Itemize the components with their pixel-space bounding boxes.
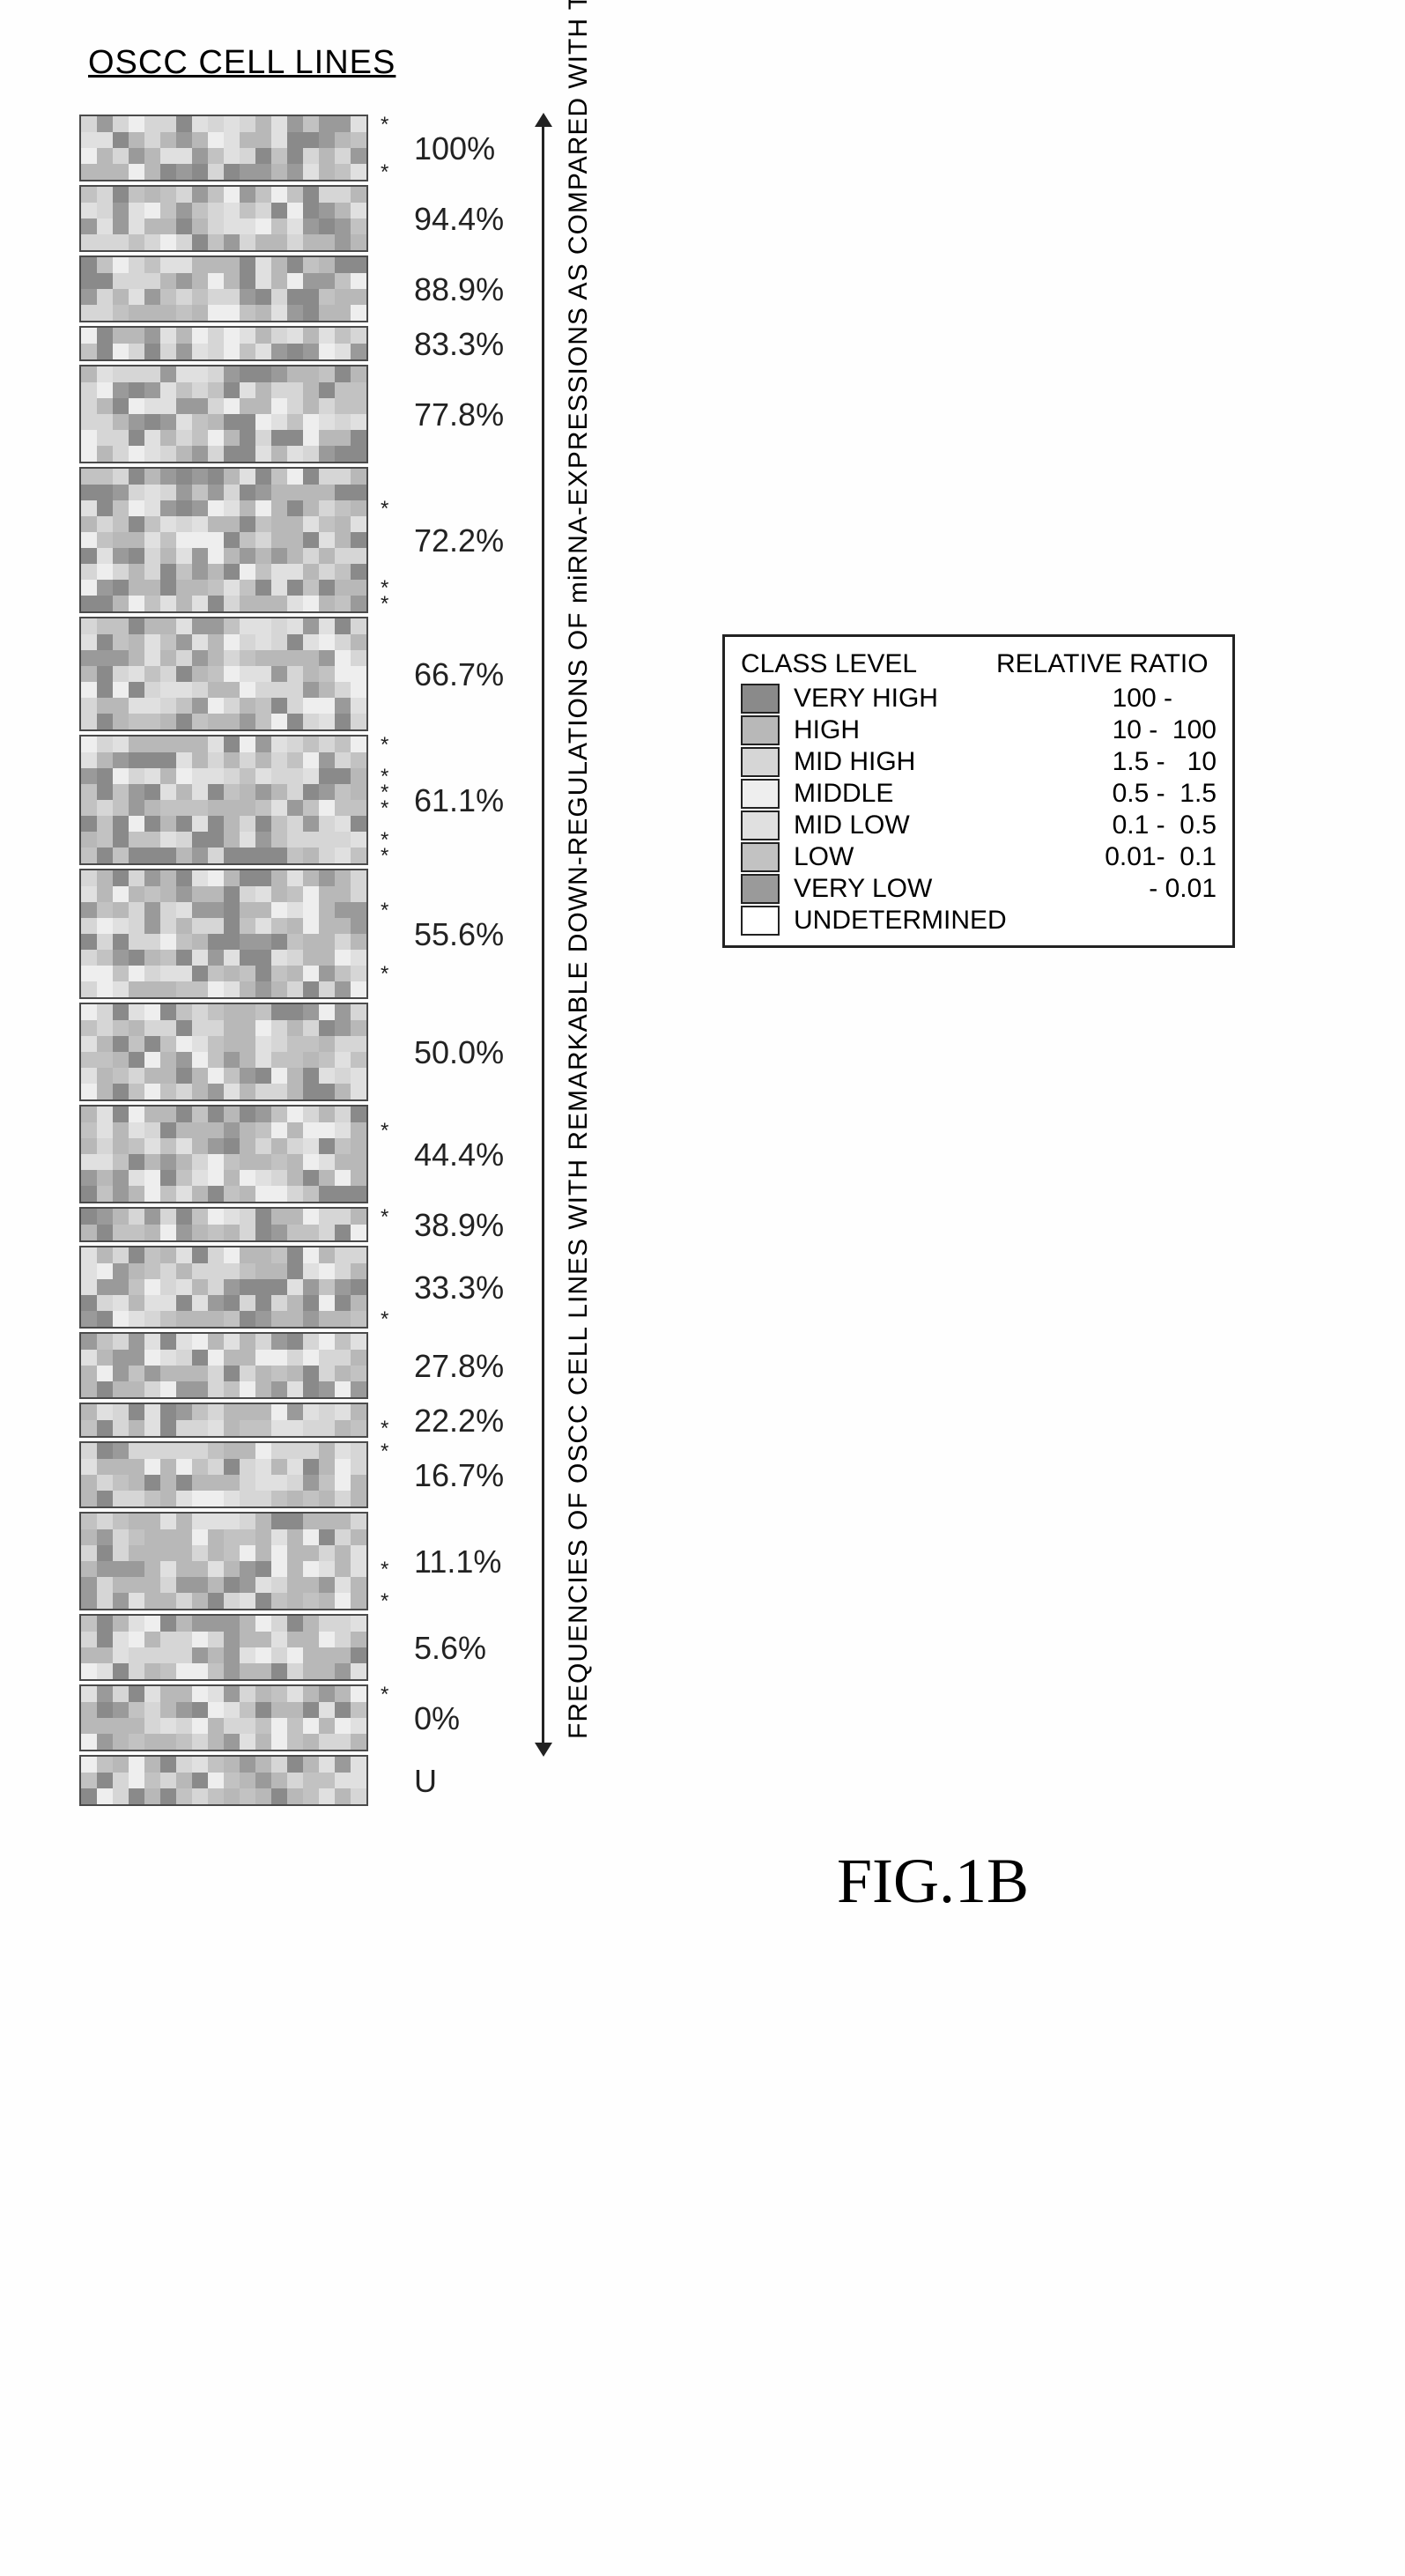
- asterisk-icon: *: [381, 1686, 388, 1704]
- legend-swatch: [741, 906, 780, 936]
- heatmap-block: [79, 869, 368, 999]
- percent-label: 33.3%: [414, 1269, 504, 1307]
- page-title: OSCC CELL LINES: [88, 44, 396, 82]
- heatmap-block: [79, 1207, 368, 1242]
- heatmap-block: [79, 1246, 368, 1329]
- asterisk-icon: *: [381, 1443, 388, 1461]
- asterisk-icon: *: [381, 1311, 388, 1329]
- legend-level-label: MID HIGH: [794, 747, 987, 777]
- percent-label: 100%: [414, 130, 495, 167]
- heatmap-block: [79, 735, 368, 865]
- percent-label: 61.1%: [414, 782, 504, 819]
- legend-header-ratio: RELATIVE RATIO: [996, 649, 1209, 679]
- percent-label: U: [414, 1763, 437, 1800]
- heatmap-block: [79, 617, 368, 731]
- legend-range-label: 0.1 - 0.5: [987, 811, 1216, 840]
- legend-level-label: UNDETERMINED: [794, 906, 987, 936]
- axis-line: [542, 123, 544, 1748]
- heatmap-block: [79, 365, 368, 463]
- heatmap-block: [79, 255, 368, 322]
- percent-label: 44.4%: [414, 1136, 504, 1173]
- legend-range-label: 0.01- 0.1: [987, 842, 1216, 872]
- asterisk-icon: *: [381, 966, 388, 983]
- legend-range-label: - 0.01: [987, 874, 1216, 904]
- heatmap-block: [79, 1441, 368, 1508]
- heatmap-block: [79, 185, 368, 252]
- legend-header: CLASS LEVEL RELATIVE RATIO: [741, 649, 1216, 679]
- asterisk-icon: *: [381, 500, 388, 518]
- asterisk-icon: *: [381, 596, 388, 613]
- percent-label: 38.9%: [414, 1207, 504, 1244]
- asterisk-icon: *: [381, 116, 388, 134]
- legend-swatch: [741, 779, 780, 809]
- heatmap-block: [79, 1614, 368, 1681]
- legend-level-label: MIDDLE: [794, 779, 987, 809]
- asterisk-icon: *: [381, 164, 388, 181]
- page: OSCC CELL LINES ********************* 10…: [0, 0, 1405, 2576]
- legend-row: VERY LOW - 0.01: [741, 873, 1216, 905]
- legend-row: UNDETERMINED: [741, 905, 1216, 936]
- legend-swatch: [741, 874, 780, 904]
- percent-label: 72.2%: [414, 522, 504, 559]
- legend-row: MIDDLE0.5 - 1.5: [741, 778, 1216, 810]
- legend-box: CLASS LEVEL RELATIVE RATIO VERY HIGH100 …: [722, 634, 1235, 948]
- asterisk-icon: *: [381, 1593, 388, 1610]
- percent-label: 83.3%: [414, 326, 504, 363]
- percent-label: 22.2%: [414, 1403, 504, 1440]
- asterisk-icon: *: [381, 737, 388, 754]
- axis-arrow-bottom-icon: [535, 1743, 552, 1757]
- legend-range-label: 0.5 - 1.5: [987, 779, 1216, 809]
- percent-label: 11.1%: [414, 1543, 501, 1580]
- legend-level-label: VERY LOW: [794, 874, 987, 904]
- legend-row: MID LOW0.1 - 0.5: [741, 810, 1216, 841]
- asterisk-icon: *: [381, 1122, 388, 1140]
- heatmap-block: [79, 1755, 368, 1806]
- legend-row: MID HIGH1.5 - 10: [741, 746, 1216, 778]
- percent-label: 55.6%: [414, 916, 504, 953]
- asterisk-icon: *: [381, 902, 388, 920]
- legend-row: LOW0.01- 0.1: [741, 841, 1216, 873]
- percent-label: 77.8%: [414, 396, 504, 433]
- percent-label: 94.4%: [414, 201, 504, 238]
- heatmap-block: [79, 1403, 368, 1438]
- legend-swatch: [741, 811, 780, 840]
- heatmap-block: [79, 467, 368, 613]
- percent-label: 0%: [414, 1700, 460, 1737]
- legend-level-label: VERY HIGH: [794, 684, 987, 714]
- asterisk-icon: *: [381, 1209, 388, 1226]
- percent-label: 50.0%: [414, 1034, 504, 1071]
- heatmap-block: [79, 326, 368, 361]
- heatmap-column: [79, 115, 379, 1810]
- legend-range-label: 1.5 - 10: [987, 747, 1216, 777]
- heatmap-block: [79, 1105, 368, 1203]
- heatmap-block: [79, 1512, 368, 1610]
- asterisk-icon: *: [381, 1420, 388, 1438]
- legend-level-label: MID LOW: [794, 811, 987, 840]
- asterisk-icon: *: [381, 1561, 388, 1579]
- legend-swatch: [741, 684, 780, 714]
- percent-label: 88.9%: [414, 271, 504, 308]
- legend-level-label: HIGH: [794, 715, 987, 745]
- legend-level-label: LOW: [794, 842, 987, 872]
- legend-row: HIGH 10 - 100: [741, 714, 1216, 746]
- legend-range-label: 10 - 100: [987, 715, 1216, 745]
- legend-range-label: 100 -: [987, 684, 1216, 714]
- legend-row: VERY HIGH100 -: [741, 683, 1216, 714]
- legend-swatch: [741, 842, 780, 872]
- heatmap-block: [79, 115, 368, 181]
- asterisk-icon: *: [381, 800, 388, 818]
- legend-header-level: CLASS LEVEL: [741, 649, 996, 679]
- percent-label: 66.7%: [414, 656, 504, 693]
- heatmap-block: [79, 1332, 368, 1399]
- axis-label: FREQUENCIES OF OSCC CELL LINES WITH REMA…: [564, 0, 594, 1739]
- figure-label: FIG.1B: [837, 1845, 1029, 1918]
- heatmap-block: [79, 1003, 368, 1101]
- percent-label: 27.8%: [414, 1348, 504, 1385]
- percent-label: 16.7%: [414, 1457, 504, 1494]
- legend-swatch: [741, 715, 780, 745]
- legend-swatch: [741, 747, 780, 777]
- percent-label: 5.6%: [414, 1630, 486, 1667]
- heatmap-block: [79, 1684, 368, 1751]
- asterisk-icon: *: [381, 848, 388, 865]
